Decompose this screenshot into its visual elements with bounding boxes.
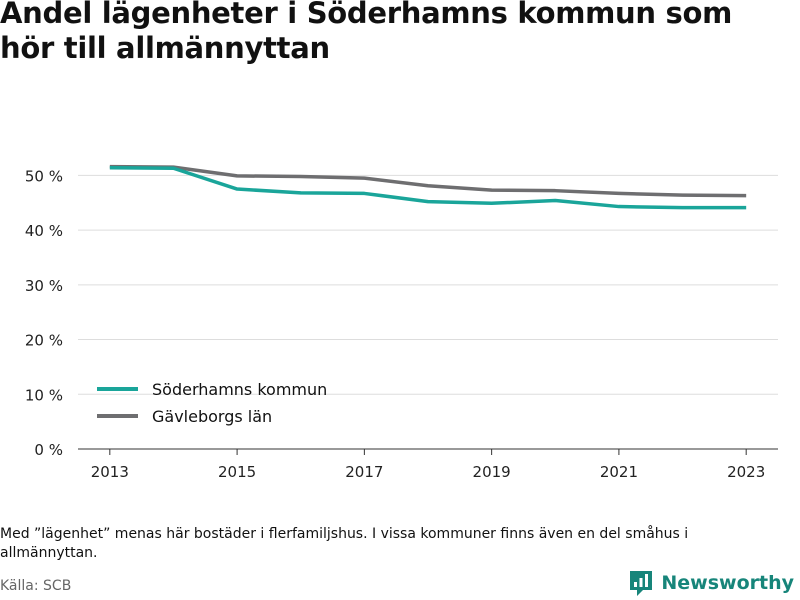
source-text: Källa: SCB: [0, 578, 72, 594]
chart-title: Andel lägenheter i Söderhamns kommun som…: [0, 0, 733, 65]
newsworthy-logo-icon: [630, 571, 653, 596]
footnote: Med ”lägenhet” menas här bostäder i fler…: [0, 526, 689, 561]
series-line: [109, 165, 747, 210]
x-tick-label: 2017: [345, 463, 383, 481]
y-tick-label: 0 %: [34, 441, 63, 459]
legend-label: Söderhamns kommun: [152, 380, 327, 399]
y-tick-label: 20 %: [25, 332, 63, 350]
y-tick-label: 10 %: [25, 386, 63, 404]
series-lines: [109, 164, 747, 210]
brand-logo: Newsworthy: [628, 569, 794, 597]
series-line: [109, 164, 747, 198]
x-axis-ticks: 2013 2015 2017 2019 2021 2023: [91, 449, 765, 481]
brand-name: Newsworthy: [661, 572, 794, 594]
x-tick-label: 2013: [91, 463, 129, 481]
y-tick-label: 50 %: [25, 167, 63, 185]
legend-label: Gävleborgs län: [152, 407, 272, 426]
series-gävleborgs-län: [109, 164, 747, 198]
legend: Söderhamns kommun Gävleborgs län: [97, 380, 327, 426]
x-tick-label: 2021: [600, 463, 638, 481]
y-axis-ticks: 0 % 10 % 20 % 30 % 40 % 50 %: [25, 167, 63, 459]
y-tick-label: 30 %: [25, 277, 63, 295]
x-tick-label: 2015: [218, 463, 256, 481]
x-tick-label: 2023: [727, 463, 765, 481]
series-söderhamns-kommun: [109, 165, 747, 210]
x-tick-label: 2019: [473, 463, 511, 481]
y-tick-label: 40 %: [25, 222, 63, 240]
